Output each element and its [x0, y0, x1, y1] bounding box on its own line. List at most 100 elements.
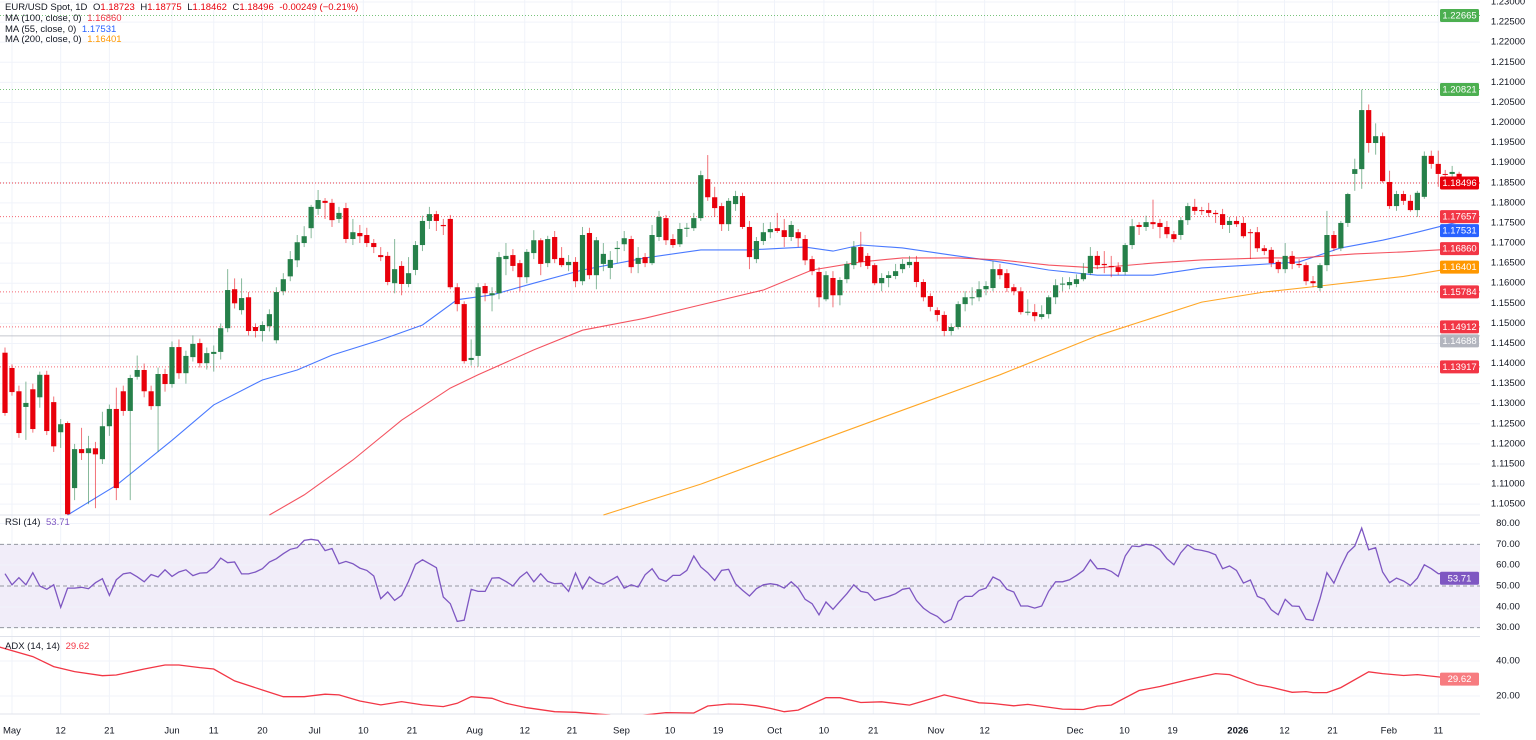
candle-up[interactable]: [1393, 194, 1400, 207]
candle-down[interactable]: [712, 197, 718, 209]
candle-down[interactable]: [510, 255, 516, 266]
candle-up[interactable]: [579, 235, 586, 282]
candle-up[interactable]: [1129, 226, 1135, 246]
candle-up[interactable]: [1087, 255, 1093, 274]
candle-up[interactable]: [1143, 222, 1149, 227]
candle-down[interactable]: [482, 286, 488, 294]
candle-down[interactable]: [1407, 200, 1414, 211]
candle-up[interactable]: [767, 228, 773, 233]
candle-down[interactable]: [1115, 267, 1121, 272]
candle-down[interactable]: [642, 257, 648, 264]
candle-down[interactable]: [1233, 220, 1240, 225]
candle-up[interactable]: [1073, 279, 1080, 285]
ma100-legend[interactable]: MA (100, close, 0) 1.16860: [5, 13, 125, 25]
candle-up[interactable]: [1046, 297, 1052, 315]
candle-down[interactable]: [1164, 226, 1170, 235]
candle-up[interactable]: [106, 408, 112, 427]
candle-down[interactable]: [1268, 249, 1274, 264]
candle-up[interactable]: [698, 175, 704, 219]
candle-up[interactable]: [948, 326, 954, 332]
candle-up[interactable]: [1449, 171, 1455, 174]
candle-down[interactable]: [1366, 110, 1372, 144]
candle-down[interactable]: [1400, 194, 1407, 201]
candle-down[interactable]: [913, 261, 920, 283]
candle-down[interactable]: [1199, 210, 1205, 212]
candle-down[interactable]: [357, 232, 363, 237]
candle-up[interactable]: [489, 293, 495, 296]
candle-down[interactable]: [774, 228, 780, 231]
candle-down[interactable]: [1442, 173, 1448, 175]
candle-down[interactable]: [322, 200, 328, 203]
candle-down[interactable]: [1018, 291, 1024, 313]
candle-up[interactable]: [204, 353, 210, 364]
candle-down[interactable]: [1032, 312, 1038, 317]
candle-up[interactable]: [732, 196, 739, 205]
candle-down[interactable]: [343, 208, 349, 240]
candle-down[interactable]: [628, 239, 634, 268]
candle-down[interactable]: [120, 391, 126, 411]
candle-up[interactable]: [524, 251, 530, 278]
candle-up[interactable]: [1359, 110, 1365, 170]
candle-down[interactable]: [1310, 281, 1316, 284]
candle-up[interactable]: [37, 374, 43, 398]
candle-down[interactable]: [746, 226, 753, 258]
candle-down[interactable]: [1011, 287, 1017, 292]
candle-down[interactable]: [385, 255, 391, 283]
candle-down[interactable]: [92, 448, 99, 455]
candle-up[interactable]: [99, 426, 106, 460]
candle-up[interactable]: [545, 239, 551, 264]
candle-up[interactable]: [1039, 314, 1045, 317]
candle-up[interactable]: [656, 216, 662, 238]
candle-down[interactable]: [1240, 222, 1247, 237]
candle-down[interactable]: [1296, 263, 1302, 266]
candle-down[interactable]: [9, 367, 15, 393]
candle-down[interactable]: [232, 289, 238, 304]
candle-up[interactable]: [419, 220, 426, 246]
candle-up[interactable]: [1317, 265, 1323, 289]
candle-down[interactable]: [148, 391, 154, 407]
candle-up[interactable]: [760, 232, 766, 242]
candle-up[interactable]: [1185, 206, 1191, 221]
candle-up[interactable]: [468, 357, 474, 360]
candle-down[interactable]: [447, 218, 453, 288]
candle-up[interactable]: [955, 304, 961, 327]
candle-up[interactable]: [134, 369, 140, 377]
candle-down[interactable]: [1108, 265, 1114, 268]
candle-down[interactable]: [572, 261, 579, 282]
candle-up[interactable]: [677, 228, 683, 245]
candle-up[interactable]: [1226, 220, 1233, 225]
candle-down[interactable]: [552, 237, 558, 260]
candle-up[interactable]: [155, 373, 161, 407]
candle-down[interactable]: [1289, 255, 1295, 264]
candle-down[interactable]: [670, 239, 676, 246]
candle-down[interactable]: [78, 449, 85, 454]
time-axis[interactable]: [0, 714, 1480, 740]
candle-down[interactable]: [927, 296, 933, 307]
candle-up[interactable]: [301, 236, 307, 244]
candle-up[interactable]: [600, 253, 606, 264]
candle-up[interactable]: [844, 263, 850, 280]
candle-down[interactable]: [252, 326, 259, 332]
candle-up[interactable]: [1421, 155, 1427, 197]
candle-down[interactable]: [141, 369, 147, 392]
candle-up[interactable]: [614, 247, 620, 250]
candle-up[interactable]: [1324, 235, 1330, 266]
candle-down[interactable]: [781, 230, 787, 238]
candle-up[interactable]: [1025, 311, 1031, 313]
rsi-legend[interactable]: RSI (14) 53.71: [5, 517, 73, 529]
candle-up[interactable]: [127, 378, 133, 411]
candle-up[interactable]: [1178, 220, 1184, 236]
candle-up[interactable]: [753, 241, 760, 260]
candle-up[interactable]: [1066, 282, 1073, 286]
candle-up[interactable]: [1345, 194, 1351, 223]
candle-up[interactable]: [280, 279, 286, 292]
candle-up[interactable]: [851, 247, 857, 266]
candle-up[interactable]: [85, 448, 92, 454]
candle-down[interactable]: [1101, 263, 1107, 266]
candle-up[interactable]: [475, 287, 481, 356]
candle-down[interactable]: [245, 297, 252, 332]
candle-down[interactable]: [1331, 235, 1337, 249]
candle-down[interactable]: [1192, 206, 1198, 211]
candle-up[interactable]: [1373, 136, 1379, 144]
